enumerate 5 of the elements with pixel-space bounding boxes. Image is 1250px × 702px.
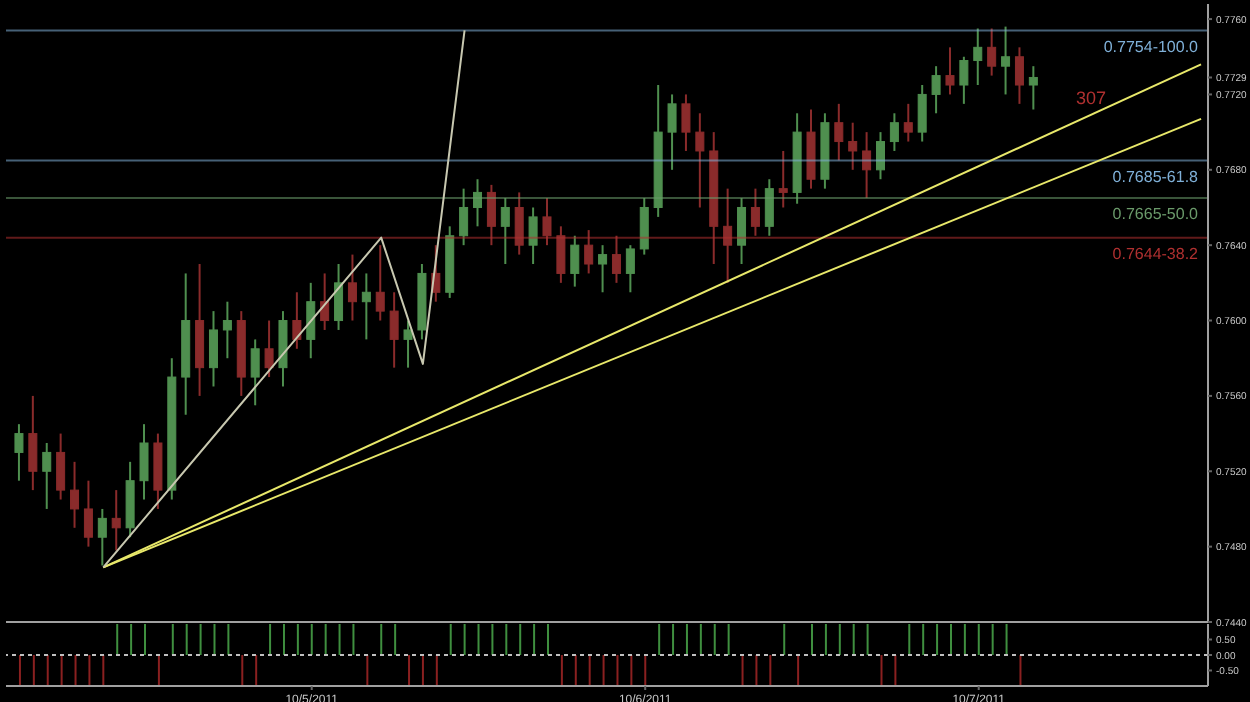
ref-line-label: 0.7754-100.0 xyxy=(1103,37,1200,56)
ref-line-label: 0.7644-38.2 xyxy=(1112,244,1200,263)
ref-line-label: 0.7665-50.0 xyxy=(1112,205,1200,224)
annotation: 307 xyxy=(1076,88,1107,108)
ref-line-label: 0.7685-61.8 xyxy=(1112,167,1200,186)
